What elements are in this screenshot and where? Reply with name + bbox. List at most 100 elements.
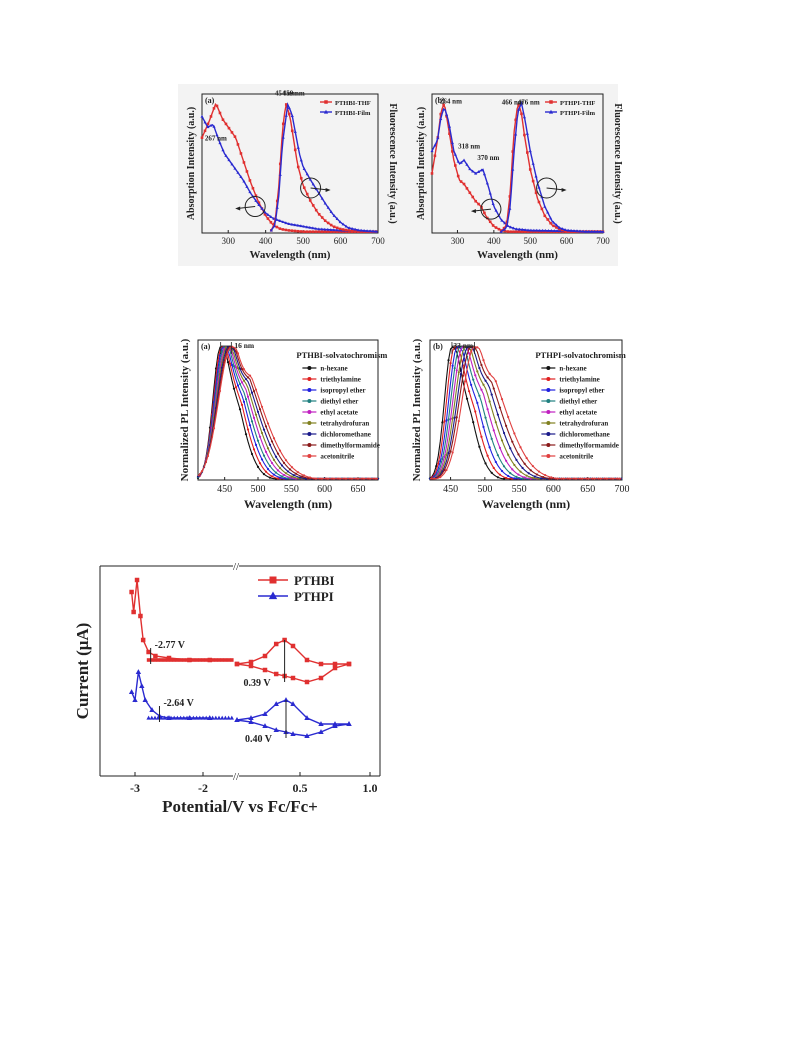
data-point [264,425,268,428]
data-point [304,679,310,685]
plot-frame [429,339,623,481]
data-point [256,410,260,413]
data-point [210,658,215,662]
data-point [234,717,240,723]
data-point [335,217,339,221]
data-point [581,477,584,480]
legend-marker [546,377,551,381]
data-point [250,452,254,456]
data-point [175,658,180,662]
panel-label: (a) [205,96,215,105]
data-point [347,229,351,232]
data-point [517,453,520,456]
data-point [566,230,570,233]
data-point [468,167,472,171]
data-point [281,228,285,231]
data-point [153,658,157,662]
data-point [335,226,339,230]
data-point [236,352,240,355]
x-axis-label: Wavelength (nm) [244,497,332,511]
data-point [240,381,244,384]
x-tick-label: 300 [451,236,465,246]
data-point [575,229,579,233]
data-point [549,216,553,220]
data-point [488,372,491,375]
data-point [242,161,246,164]
data-point [242,379,246,382]
data-point [488,191,492,195]
data-point [248,393,252,396]
legend-marker [546,454,551,458]
data-point [206,454,210,458]
data-point [296,229,300,233]
data-point [505,459,508,462]
legend-marker [307,399,312,403]
data-point [273,701,279,707]
data-point [290,466,294,469]
data-point [264,470,268,473]
data-point [592,229,596,233]
data-point [474,410,477,413]
data-point [272,224,276,228]
data-point [323,219,327,222]
data-point [218,389,222,393]
data-point [233,135,237,138]
data-point [318,729,324,735]
x-tick-label: -2 [198,781,208,795]
data-point [329,223,333,227]
data-point [226,361,230,364]
data-point [203,129,207,133]
x-tick-label: 400 [487,236,501,246]
data-point [230,131,234,134]
data-point [207,715,213,721]
data-point [453,152,457,156]
data-point [543,214,547,218]
data-point [262,723,268,729]
data-point [459,160,463,164]
data-point [273,727,279,733]
data-point [529,477,532,480]
data-point [159,658,164,662]
y-axis-label: Absorption Intensity (a.u.) [416,107,427,220]
data-point [529,230,533,233]
shift-annotation: 16 nm [234,341,255,350]
data-point [498,406,502,409]
data-point [269,228,273,232]
data-point [284,459,288,462]
data-point [314,208,318,212]
data-point [302,474,306,477]
data-point [128,689,135,695]
data-point [523,476,526,479]
data-point [308,225,312,229]
data-point [311,204,315,207]
data-point [520,230,524,233]
data-point [478,445,481,448]
legend-marker [546,432,551,436]
data-point [457,371,460,374]
data-point [486,454,489,457]
data-point [258,408,262,411]
data-point [346,661,352,667]
data-point [526,228,530,232]
data-point [248,663,254,669]
data-point [238,382,242,386]
data-point [488,446,491,449]
data-point [268,476,272,479]
data-point [292,474,296,477]
data-point [511,468,514,471]
peak-annotation: 318 nm [458,142,480,150]
data-point [260,431,264,435]
legend-entry: tetrahydrofuran [559,420,608,428]
data-point [508,206,512,210]
data-point [502,227,506,231]
data-point [232,387,236,390]
data-point [468,191,472,195]
data-point [272,473,276,476]
data-point [262,711,268,717]
data-point [562,477,565,480]
data-point [509,230,512,233]
data-point [474,199,477,203]
data-point [240,403,244,406]
data-point [215,133,219,137]
